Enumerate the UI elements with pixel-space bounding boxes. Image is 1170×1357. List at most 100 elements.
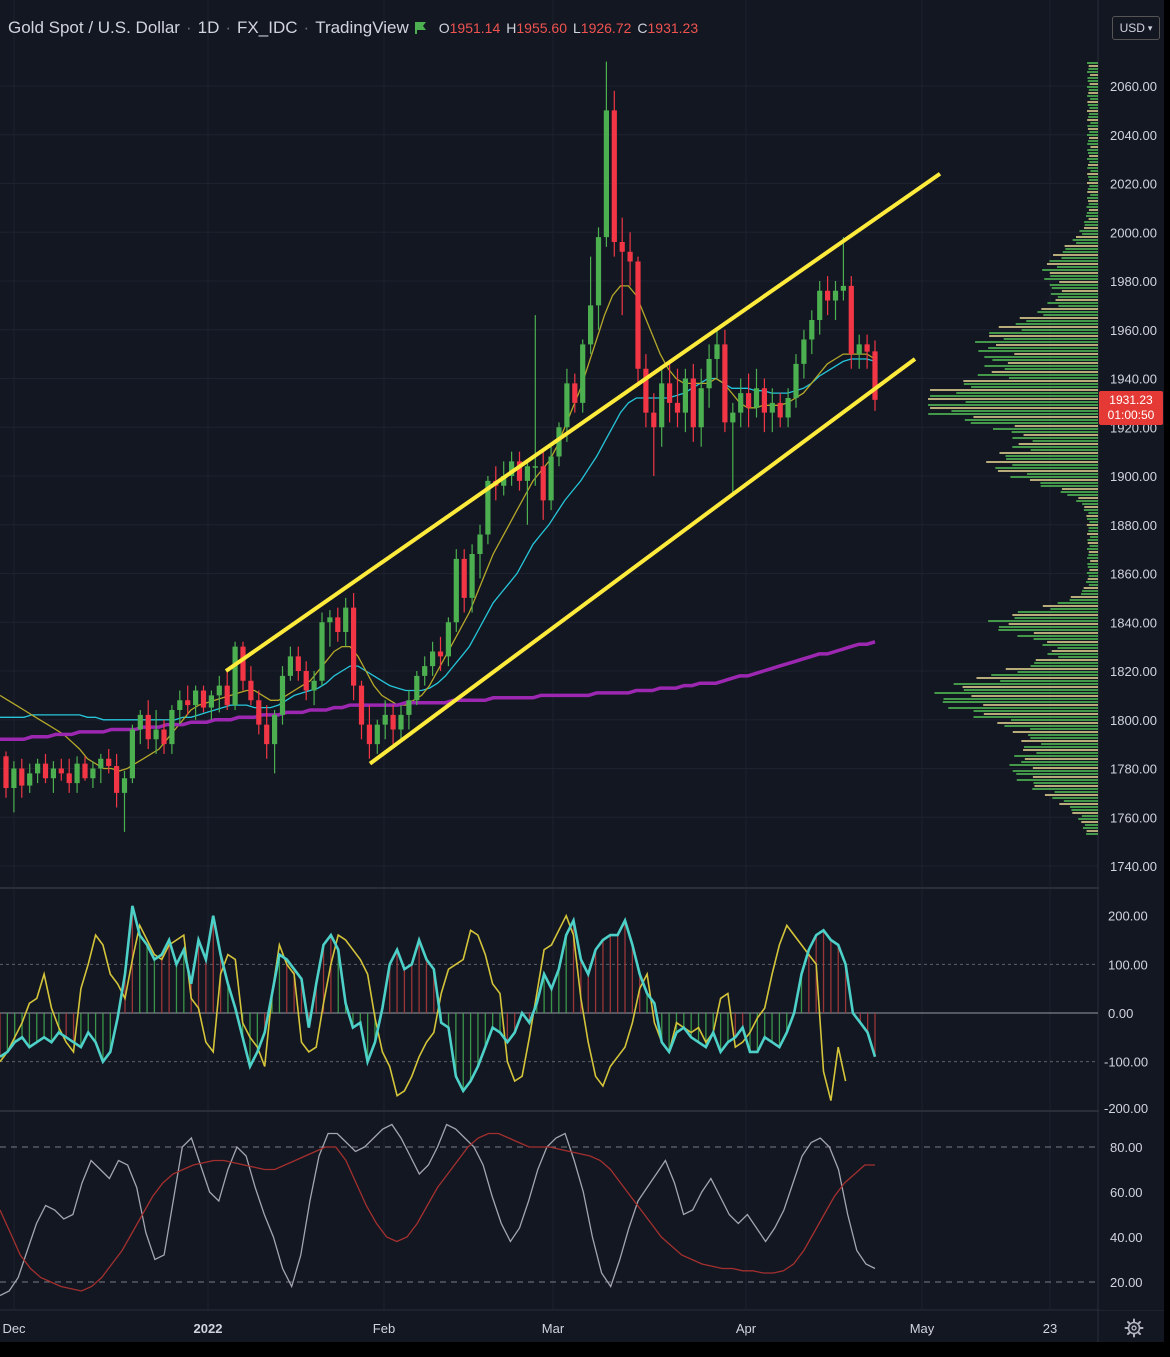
currency-button[interactable]: USD ▾ <box>1112 16 1160 40</box>
candle-body <box>303 671 309 691</box>
candle <box>580 339 586 413</box>
volume-profile-bar <box>928 413 1098 415</box>
chevron-down-icon: ▾ <box>1147 22 1153 33</box>
volume-profile-bar <box>1086 518 1098 520</box>
candle-body <box>540 466 546 501</box>
volume-profile-bar <box>1069 806 1098 808</box>
candle <box>540 451 546 520</box>
volume-profile-bar <box>930 407 1098 409</box>
volume-profile-bar <box>1088 530 1098 532</box>
candle-body <box>643 368 649 413</box>
volume-profile-bar <box>1014 425 1098 427</box>
candle <box>714 329 720 379</box>
volume-profile-bar <box>930 395 1098 397</box>
candle-body <box>145 714 151 740</box>
time-tick-label: Apr <box>736 1321 757 1336</box>
volume-profile-bar <box>1012 731 1098 733</box>
volume-profile-bar <box>984 365 1098 367</box>
candle-body <box>169 710 175 745</box>
candle <box>295 646 301 681</box>
price-axis[interactable]: 2060.00 2040.00 2020.00 2000.00 1980.00 1960.… <box>1099 0 1164 1310</box>
volume-profile-bar <box>998 629 1098 631</box>
volume-profile-bar <box>1081 821 1098 823</box>
candle-body <box>524 466 530 481</box>
volume-profile-bar <box>995 467 1098 469</box>
price-tick-label: 1820.00 <box>1110 664 1157 679</box>
candle-body <box>674 402 681 413</box>
volume-profile-bar <box>1089 107 1098 109</box>
candle <box>114 753 120 808</box>
volume-profile-bar <box>1087 542 1098 544</box>
open-value: 1951.14 <box>449 20 501 36</box>
time-axis[interactable]: Dec 2022 Feb Mar Apr May 23 <box>2 1321 1057 1336</box>
time-tick-label: 23 <box>1043 1321 1057 1336</box>
candle-body <box>358 685 365 725</box>
stoch-tick-label: 60.00 <box>1110 1185 1143 1200</box>
candle-body <box>279 675 286 715</box>
volume-profile-bar <box>1029 479 1098 481</box>
volume-profile-bar <box>1043 314 1098 316</box>
interval-label[interactable]: 1D <box>197 18 220 37</box>
gear-icon[interactable] <box>1124 1318 1144 1338</box>
candle <box>556 422 562 467</box>
volume-profile-bar <box>1061 257 1098 259</box>
volume-profile-bar <box>1034 662 1098 664</box>
volume-profile-bar <box>1088 113 1098 115</box>
volume-profile-bar <box>1019 317 1098 319</box>
candle <box>232 641 238 710</box>
candle-body <box>343 607 349 632</box>
volume-profile-bar <box>1088 140 1098 142</box>
volume-profile-bar <box>1050 608 1098 610</box>
candle <box>801 329 807 379</box>
volume-profile-bar <box>1040 482 1098 484</box>
volume-profile-bar <box>1032 776 1098 778</box>
volume-profile-bar <box>1042 605 1098 607</box>
volume-profile-bar <box>1083 227 1098 229</box>
volume-profile-bar <box>1012 464 1098 466</box>
volume-profile-bar <box>1079 230 1098 232</box>
symbol-name[interactable]: Gold Spot / U.S. Dollar <box>8 18 180 37</box>
volume-profile-bar <box>1072 812 1098 814</box>
volume-profile-bar <box>963 689 1098 691</box>
candle <box>161 719 167 754</box>
volume-profile-bar <box>928 398 1098 400</box>
stoch-d-line <box>0 1132 875 1292</box>
candle <box>193 685 199 720</box>
exchange-label: FX_IDC <box>237 18 298 37</box>
candle-body <box>777 402 783 418</box>
candle-body <box>256 700 262 725</box>
candle <box>635 256 641 384</box>
volume-profile-bar <box>1026 473 1098 475</box>
candle <box>279 666 286 725</box>
candle-body <box>611 110 617 242</box>
volume-profile-bar <box>1090 74 1098 76</box>
volume-profile-bar <box>1087 566 1098 568</box>
candle <box>98 753 104 784</box>
candle <box>722 329 728 433</box>
candle-body <box>477 534 483 554</box>
candle <box>785 388 791 428</box>
candle-body <box>216 685 222 696</box>
last-price-tag: 1931.23 01:00:50 <box>1099 391 1163 425</box>
volume-profile-bar <box>1082 590 1098 592</box>
volume-profile-bar <box>1087 71 1098 73</box>
volume-profile-bar <box>1089 185 1098 187</box>
volume-profile-bar <box>1067 494 1098 496</box>
flag-icon[interactable] <box>414 21 427 35</box>
candle-body <box>825 290 831 301</box>
trend-channel <box>224 172 942 766</box>
volume-profile-bar <box>996 344 1098 346</box>
volume-profile-bar <box>1089 161 1098 163</box>
volume-profile-bar <box>1087 134 1098 136</box>
candle-body <box>793 363 799 398</box>
candle <box>82 756 88 781</box>
candle <box>611 90 617 257</box>
volume-profile-bar <box>1030 737 1098 739</box>
candle <box>50 761 56 793</box>
volume-profile-bar <box>983 704 1098 706</box>
volume-profile-bar <box>1042 644 1098 646</box>
price-tick-label: 1760.00 <box>1110 810 1157 825</box>
high-label: H <box>506 20 517 36</box>
candle-body <box>769 402 775 413</box>
price-tick-label: 1960.00 <box>1110 323 1157 338</box>
